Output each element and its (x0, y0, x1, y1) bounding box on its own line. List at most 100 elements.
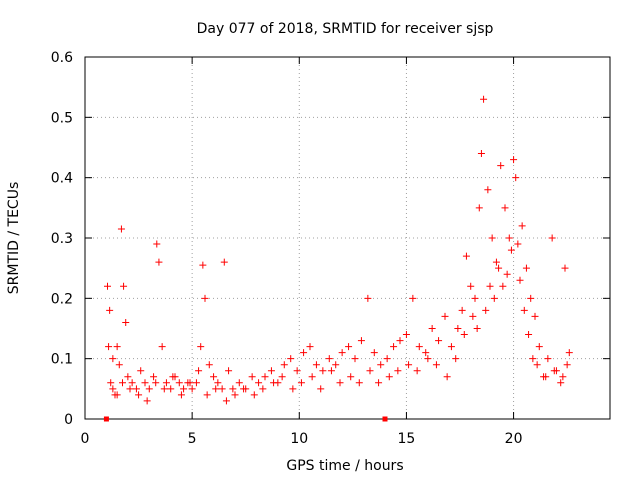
data-point (128, 379, 136, 387)
data-point (544, 355, 552, 363)
data-point (488, 234, 496, 242)
data-point (300, 349, 308, 357)
data-point (212, 385, 220, 393)
data-point (289, 385, 297, 393)
data-point (520, 306, 528, 314)
y-tick-label: 0 (64, 412, 73, 428)
data-point (507, 246, 515, 254)
data-point (563, 361, 571, 369)
data-point (377, 361, 385, 369)
data-point (357, 337, 365, 345)
data-point (152, 379, 160, 387)
data-point (135, 391, 143, 399)
data-point (203, 391, 211, 399)
data-point (278, 373, 286, 381)
data-point (402, 331, 410, 339)
data-point (145, 385, 153, 393)
data-point (218, 385, 226, 393)
data-point (325, 355, 333, 363)
data-point (104, 282, 111, 290)
data-point (122, 318, 130, 326)
axis-markers (103, 416, 388, 422)
data-point (293, 367, 301, 375)
data-point (240, 385, 248, 393)
data-point (447, 343, 455, 351)
data-point (197, 343, 205, 351)
axis-marker (103, 416, 109, 422)
data-point (312, 361, 320, 369)
data-point (250, 391, 258, 399)
x-tick-label: 10 (290, 431, 308, 447)
data-point (396, 337, 404, 345)
data-point (495, 264, 503, 272)
data-point (248, 373, 256, 381)
data-point (167, 385, 175, 393)
data-point (535, 343, 543, 351)
data-point (548, 234, 556, 242)
data-point (306, 343, 314, 351)
data-point (175, 379, 183, 387)
data-point (117, 225, 125, 233)
x-tick-label: 5 (188, 431, 197, 447)
data-point (467, 282, 475, 290)
data-point (501, 204, 509, 212)
data-point (113, 343, 121, 351)
data-point (235, 379, 243, 387)
data-point (514, 240, 522, 248)
data-point (336, 379, 344, 387)
data-point (452, 355, 460, 363)
data-point (542, 373, 550, 381)
data-point (106, 306, 114, 314)
data-point (225, 367, 233, 375)
data-point (192, 379, 200, 387)
data-point (505, 234, 513, 242)
data-point (458, 306, 466, 314)
y-tick-label: 0.6 (51, 50, 73, 66)
data-point (160, 385, 168, 393)
data-point (503, 270, 511, 278)
data-point (109, 355, 117, 363)
y-axis-label: SRMTID / TECUs (6, 182, 22, 295)
data-point (351, 355, 359, 363)
data-point (518, 222, 526, 230)
data-point (527, 294, 535, 302)
plot-frame (84, 56, 611, 420)
axis-marker (382, 416, 388, 422)
data-point (385, 373, 393, 381)
data-point (390, 343, 398, 351)
y-tick-label: 0.1 (51, 352, 73, 368)
data-point (366, 367, 374, 375)
data-point (267, 367, 275, 375)
data-point (383, 355, 391, 363)
data-point (317, 385, 325, 393)
data-point (120, 282, 128, 290)
data-point (105, 343, 113, 351)
gridlines (85, 57, 610, 419)
data-point (141, 379, 149, 387)
data-point (255, 379, 263, 387)
data-point (480, 95, 488, 103)
data-point (565, 349, 573, 357)
data-point (345, 343, 353, 351)
data-point (462, 252, 470, 260)
data-point (158, 343, 166, 351)
data-point (180, 385, 188, 393)
data-point (424, 355, 432, 363)
data-point (261, 373, 269, 381)
data-point (409, 294, 417, 302)
y-tick-label: 0.5 (51, 110, 73, 126)
data-point (327, 367, 335, 375)
data-point (460, 331, 468, 339)
data-point (107, 379, 115, 387)
data-point (143, 397, 151, 405)
x-axis-label: GPS time / hours (286, 458, 403, 474)
data-point (394, 367, 402, 375)
data-point (533, 361, 541, 369)
data-point (375, 379, 383, 387)
data-point (405, 361, 413, 369)
data-point (432, 361, 440, 369)
data-point (338, 349, 346, 357)
data-point (115, 361, 123, 369)
data-point (126, 385, 134, 393)
